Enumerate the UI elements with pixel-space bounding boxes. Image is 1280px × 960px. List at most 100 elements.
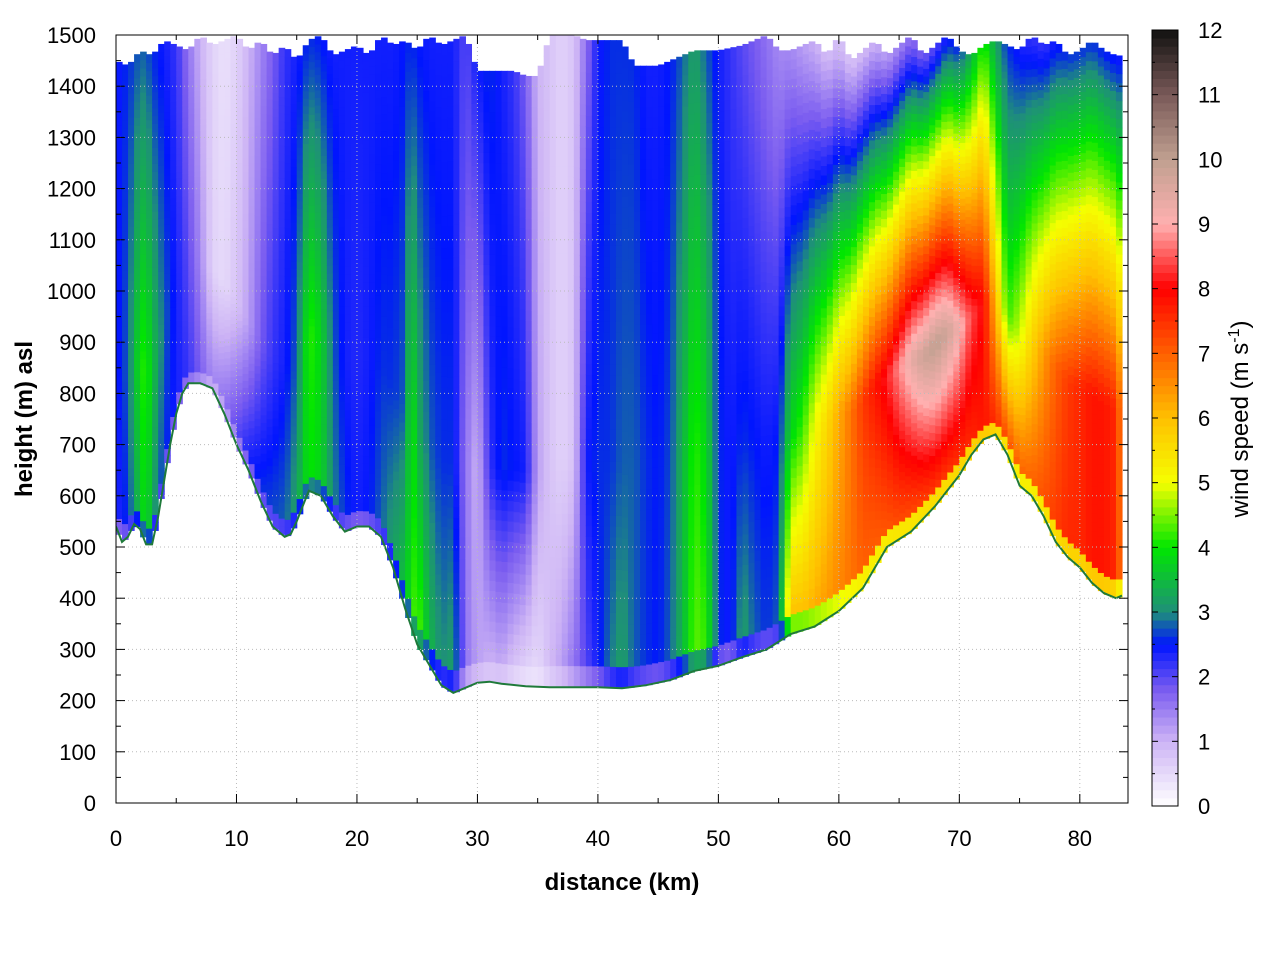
field-cell (128, 514, 135, 524)
field-cell (471, 175, 479, 187)
field-cell (453, 615, 460, 627)
field-cell (344, 506, 352, 515)
field-cell (603, 169, 611, 182)
field-cell (122, 531, 129, 540)
field-cell (603, 666, 611, 678)
field-cell (447, 474, 454, 486)
field-cell (477, 427, 485, 439)
field-cell (591, 352, 599, 365)
field-cell (453, 289, 460, 301)
field-cell (260, 476, 268, 485)
field-cell (423, 452, 430, 464)
field-cell (296, 147, 304, 156)
field-cell (381, 341, 388, 351)
field-cell (465, 118, 472, 131)
field-cell (423, 618, 430, 630)
field-cell (182, 83, 189, 90)
field-cell (230, 136, 238, 144)
field-cell (170, 133, 177, 141)
field-cell (441, 258, 448, 270)
field-cell (308, 476, 316, 486)
field-cell (567, 437, 575, 449)
field-cell (332, 372, 340, 381)
field-cell (591, 363, 599, 376)
field-cell (182, 162, 189, 169)
field-cell (417, 327, 424, 339)
field-cell (375, 369, 382, 379)
field-cell (356, 127, 364, 137)
field-cell (134, 471, 141, 480)
field-cell (387, 327, 394, 337)
field-cell (236, 210, 244, 219)
wind-speed-field (116, 35, 1123, 695)
field-cell (531, 625, 539, 637)
field-cell (116, 313, 123, 323)
field-cell (266, 262, 274, 271)
field-cell (224, 102, 232, 110)
field-cell (513, 113, 521, 124)
field-cell (152, 195, 159, 204)
field-cell (453, 212, 460, 225)
field-cell (387, 51, 394, 61)
field-cell (549, 165, 557, 177)
field-cell (513, 215, 521, 227)
field-cell (453, 180, 460, 192)
field-cell (579, 525, 587, 537)
field-cell (152, 83, 159, 93)
field-cell (375, 97, 382, 107)
field-cell (495, 407, 503, 419)
field-cell (344, 273, 352, 283)
field-cell (483, 284, 491, 296)
field-cell (387, 344, 394, 354)
field-cell (248, 205, 256, 214)
field-cell (591, 309, 599, 322)
field-cell (549, 35, 557, 47)
field-cell (176, 236, 183, 244)
field-cell (248, 399, 256, 407)
field-cell (453, 539, 460, 551)
field-cell (495, 560, 503, 572)
field-cell (254, 215, 262, 224)
field-cell (381, 265, 388, 275)
field-cell (302, 468, 310, 477)
field-cell (375, 180, 382, 189)
field-cell (519, 472, 527, 483)
field-cell (344, 361, 352, 371)
field-cell (170, 223, 177, 231)
field-cell (134, 54, 141, 63)
field-cell (188, 270, 195, 278)
field-cell (435, 414, 442, 426)
field-cell (543, 451, 551, 464)
field-cell (224, 128, 232, 136)
field-cell (164, 322, 171, 330)
field-cell (314, 349, 322, 358)
field-cell (447, 95, 454, 107)
field-cell (435, 74, 442, 86)
field-cell (525, 655, 533, 667)
field-cell (182, 376, 189, 384)
field-cell (326, 349, 334, 359)
field-cell (290, 472, 298, 482)
field-cell (537, 365, 545, 377)
field-cell (381, 54, 388, 64)
field-cell (338, 369, 346, 378)
field-cell (182, 280, 189, 288)
field-cell (344, 57, 352, 66)
field-cell (320, 462, 328, 471)
field-cell (435, 669, 442, 681)
field-cell (188, 63, 195, 70)
field-cell (278, 234, 286, 243)
field-cell (453, 441, 460, 453)
field-cell (405, 483, 412, 494)
field-cell (573, 459, 581, 471)
field-cell (543, 344, 551, 357)
field-cell (609, 418, 617, 430)
field-cell (441, 644, 448, 656)
field-cell (393, 524, 400, 534)
field-cell (573, 361, 581, 374)
field-cell (182, 207, 189, 214)
field-cell (278, 299, 286, 308)
field-cell (236, 313, 244, 322)
field-cell (513, 327, 521, 339)
field-cell (375, 353, 382, 362)
